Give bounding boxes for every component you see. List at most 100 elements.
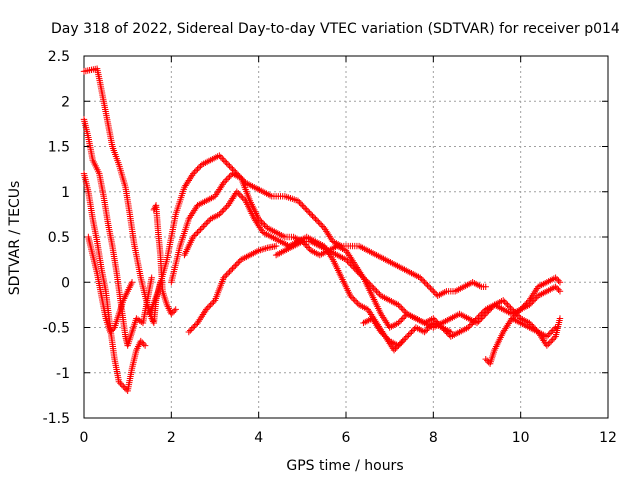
- data-point: [235, 190, 242, 197]
- series-track-5: [150, 202, 179, 318]
- y-tick-label: 1.5: [48, 140, 70, 156]
- data-point: [520, 303, 527, 310]
- x-axis: 0 2 4 6 8 10 12: [80, 56, 617, 446]
- series-track-6: [146, 152, 489, 318]
- data-point: [521, 301, 529, 309]
- data-point: [556, 279, 564, 286]
- data-point: [306, 209, 313, 217]
- data-point: [299, 202, 306, 209]
- data-point: [419, 277, 427, 284]
- data-point: [197, 226, 204, 233]
- data-point: [352, 266, 360, 274]
- data-point: [549, 336, 556, 343]
- data-point: [195, 164, 203, 171]
- data-point: [553, 285, 561, 292]
- data-point: [304, 208, 312, 215]
- data-point: [556, 315, 564, 322]
- data-point: [306, 245, 313, 253]
- data-point: [396, 340, 404, 348]
- data-point: [385, 336, 392, 343]
- data-point: [418, 276, 425, 283]
- data-point: [309, 212, 316, 220]
- data-point: [399, 315, 406, 322]
- data-point: [504, 301, 511, 309]
- data-point: [401, 336, 408, 343]
- y-tick-label: 2.5: [48, 49, 70, 65]
- data-point: [438, 324, 446, 331]
- data-point: [422, 280, 430, 287]
- data-point: [207, 301, 214, 309]
- data-point: [185, 328, 192, 336]
- data-point: [398, 304, 405, 312]
- data-point: [502, 300, 510, 307]
- data-point: [481, 307, 488, 315]
- data-point: [469, 319, 476, 327]
- data-point: [351, 265, 358, 272]
- x-tick-label: 10: [512, 430, 530, 446]
- data-point: [501, 298, 508, 306]
- data-point: [552, 283, 559, 290]
- data-point: [240, 196, 248, 203]
- data-point: [232, 262, 239, 269]
- data-point: [210, 298, 217, 306]
- data-point: [548, 337, 555, 345]
- y-tick-label: -1.5: [43, 411, 70, 427]
- data-point: [399, 337, 406, 345]
- data-point: [316, 220, 323, 227]
- data-point: [296, 199, 303, 206]
- data-point: [318, 221, 325, 229]
- series-track-4: [85, 233, 136, 336]
- data-point: [192, 230, 200, 238]
- data-point: [344, 257, 351, 265]
- data-point: [556, 288, 564, 295]
- data-point: [444, 330, 452, 337]
- y-tick-label: 0: [61, 275, 70, 291]
- data-point: [223, 159, 230, 167]
- data-point: [313, 217, 321, 224]
- data-point: [441, 327, 449, 334]
- data-point: [505, 303, 513, 310]
- data-point: [511, 312, 519, 319]
- data-point: [230, 263, 238, 271]
- data-point: [224, 174, 232, 182]
- data-point: [300, 203, 307, 211]
- data-point: [350, 295, 357, 303]
- data-point: [140, 340, 147, 348]
- data-point: [352, 298, 360, 306]
- data-point: [500, 297, 507, 304]
- data-point: [424, 282, 431, 289]
- data-point: [358, 273, 366, 280]
- data-point: [555, 277, 562, 284]
- chart-title: Day 318 of 2022, Sidereal Day-to-day VTE…: [51, 21, 620, 37]
- data-point: [555, 286, 562, 293]
- data-point: [376, 291, 383, 298]
- data-point: [223, 271, 230, 278]
- x-tick-label: 4: [254, 430, 263, 446]
- data-point: [192, 167, 200, 174]
- data-point: [392, 345, 399, 352]
- data-point: [382, 333, 389, 340]
- data-point: [168, 310, 175, 318]
- data-point: [408, 328, 415, 336]
- series-track-13: [508, 315, 564, 349]
- series-track-2: [80, 116, 155, 349]
- data-point: [233, 260, 241, 268]
- data-point: [357, 271, 364, 278]
- data-point: [220, 274, 227, 281]
- data-point: [425, 324, 433, 331]
- data-point: [513, 310, 520, 318]
- data-point: [223, 203, 230, 211]
- data-point: [169, 309, 176, 316]
- data-point: [297, 200, 305, 208]
- data-point: [483, 357, 491, 364]
- data-point: [303, 206, 310, 214]
- data-point: [421, 279, 428, 286]
- data-point: [312, 215, 319, 223]
- series-track-3: [80, 170, 149, 395]
- data-point: [139, 339, 146, 346]
- data-point: [302, 205, 309, 212]
- data-point: [476, 312, 484, 319]
- data-point: [224, 270, 232, 277]
- data-point: [443, 328, 450, 336]
- data-point: [148, 274, 155, 281]
